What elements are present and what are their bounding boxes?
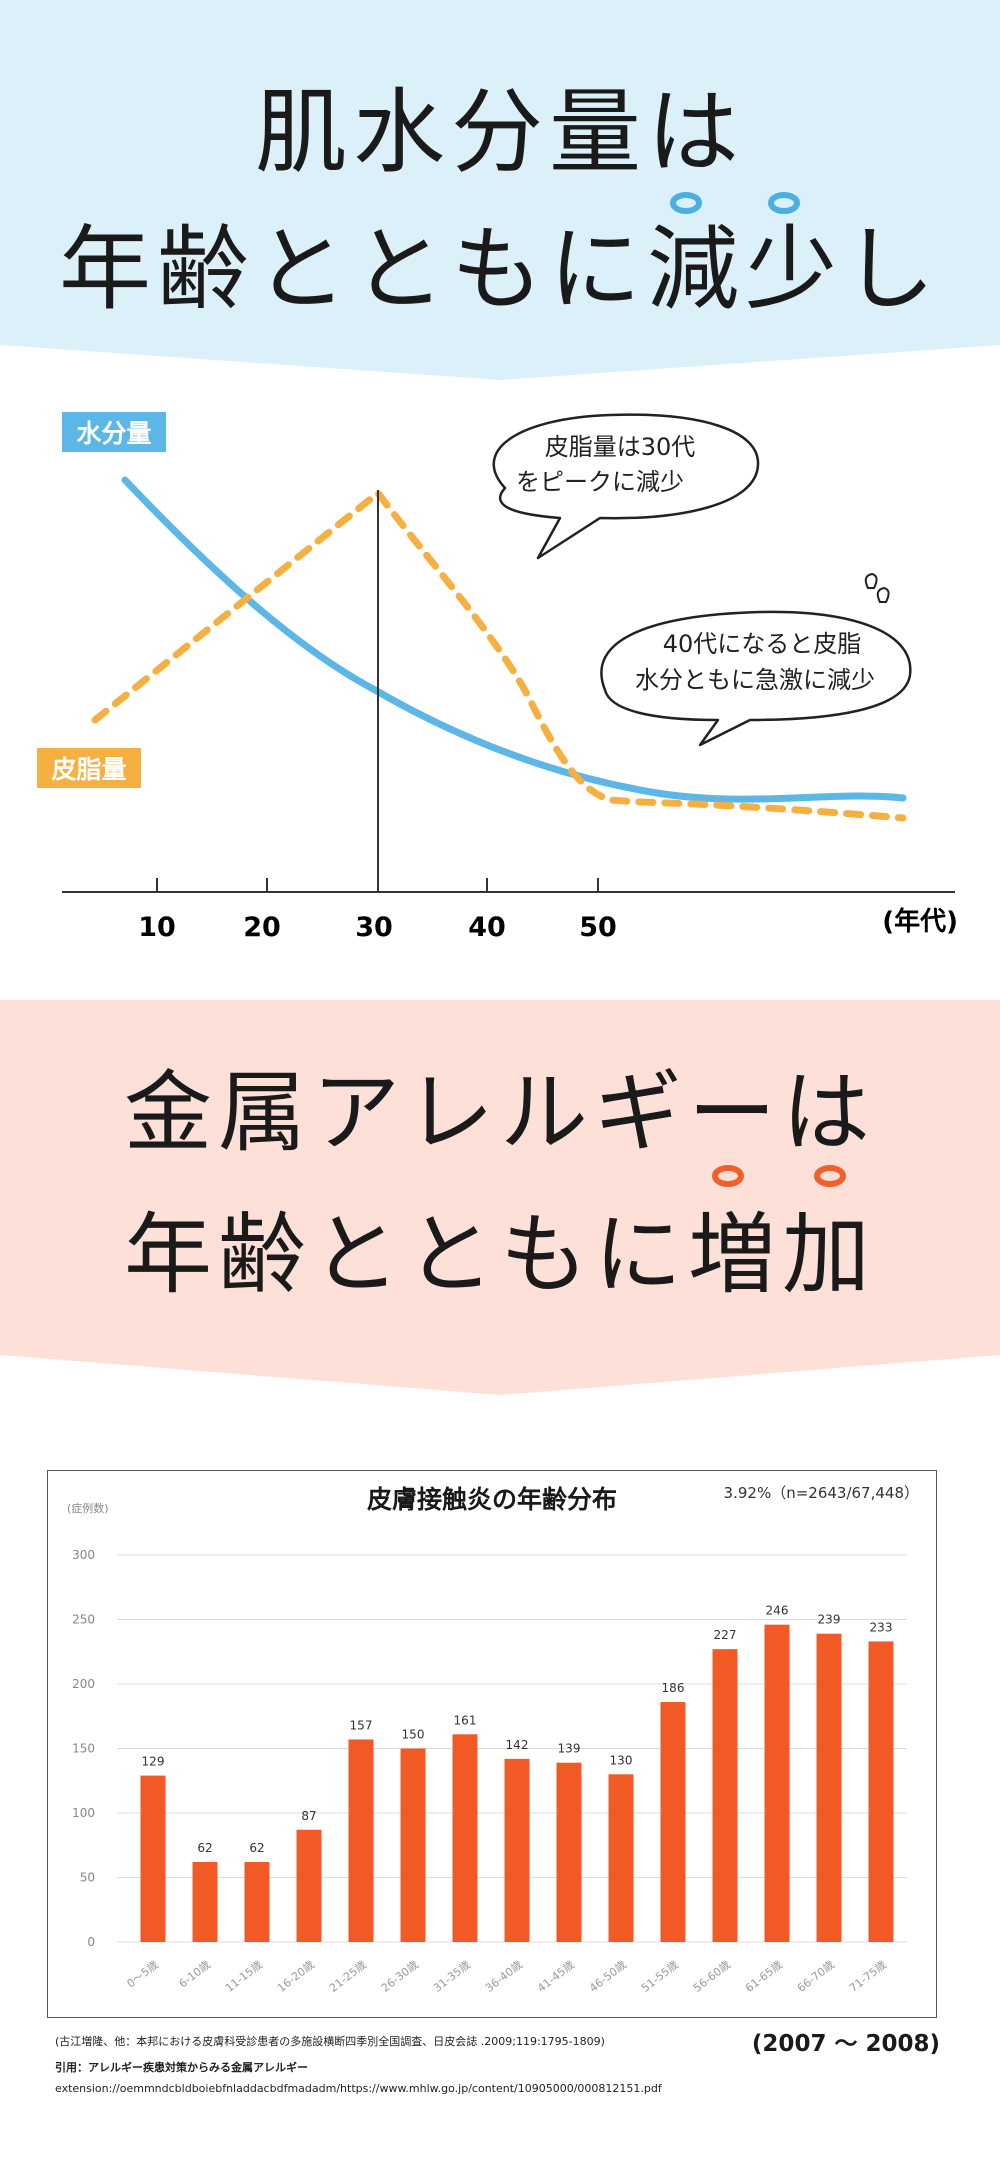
- bar: [764, 1624, 790, 1942]
- tick-label: 40: [468, 912, 506, 943]
- emphasis-dots-orange: [712, 1165, 846, 1187]
- bar: [816, 1633, 842, 1942]
- x-tick-label: 6-10歳: [176, 1958, 212, 1990]
- chart-title: 皮膚接触炎の年齢分布: [367, 1485, 617, 1514]
- bar-chart: 皮膚接触炎の年齢分布 3.92%（n=2643/67,448） (症例数) 0 5…: [67, 1484, 919, 1995]
- x-tick-label: 0～5歳: [124, 1958, 160, 1990]
- water-label-box: [62, 412, 166, 452]
- water-label: 水分量: [76, 419, 151, 448]
- bar: [296, 1829, 322, 1942]
- x-tick-label: 51-55歳: [639, 1958, 681, 1995]
- tick-label: 50: [579, 912, 617, 943]
- section2-header-bg: [0, 1000, 1000, 1395]
- bar: [452, 1734, 478, 1942]
- x-tick-label: 66-70歳: [795, 1958, 837, 1995]
- source-line-3[interactable]: extension://oemmndcbldboiebfnladdacbdfma…: [55, 2082, 662, 2095]
- x-tick-label: 16-20歳: [275, 1958, 317, 1995]
- data-label: 233: [870, 1620, 893, 1634]
- source-line-1: (古江増隆、他：本邦における皮膚科受診患者の多施設横断四季別全国調査、日皮会誌 …: [55, 2035, 605, 2048]
- tick-label: 20: [243, 912, 281, 943]
- bubble1-line2: をピークに減少: [516, 468, 684, 496]
- chart-note: 3.92%（n=2643/67,448）: [724, 1484, 919, 1502]
- x-tick-label: 41-45歳: [535, 1958, 577, 1995]
- bubble2-line2: 水分ともに急激に減少: [635, 666, 875, 694]
- data-label: 150: [402, 1728, 425, 1742]
- x-tick-label: 71-75歳: [847, 1958, 889, 1995]
- data-label: 142: [506, 1738, 529, 1752]
- y-tick-label: 50: [80, 1871, 95, 1885]
- y-tick-label: 100: [72, 1806, 95, 1820]
- data-label: 186: [662, 1681, 685, 1695]
- sweat-drops-icon: [864, 572, 890, 603]
- x-tick-label: 21-25歳: [327, 1958, 369, 1995]
- bubble1-line1: 皮脂量は30代: [545, 433, 696, 461]
- section1-headline-line1: 肌水分量は: [254, 79, 745, 186]
- y-tick-label: 200: [72, 1677, 95, 1691]
- x-tick-label: 11-15歳: [223, 1958, 265, 1995]
- bubble2-line1: 40代になると皮脂: [663, 630, 862, 658]
- section1-headline-line2: 年齢とともに減少し: [58, 216, 941, 323]
- bar: [608, 1774, 634, 1942]
- y-axis-label: (症例数): [67, 1501, 109, 1515]
- bar: [660, 1702, 686, 1942]
- bar: [348, 1739, 374, 1942]
- bar: [504, 1758, 530, 1942]
- data-label: 246: [766, 1604, 789, 1618]
- bar-chart-frame: [47, 1470, 937, 2018]
- bar: [400, 1748, 426, 1942]
- emphasis-dot: [670, 192, 702, 214]
- section2-headline-line2: 年齢とともに増加: [123, 1203, 876, 1306]
- axis-unit: (年代): [882, 906, 958, 937]
- emphasis-dot: [814, 1165, 846, 1187]
- x-tick-label: 46-50歳: [587, 1958, 629, 1995]
- emphasis-dot: [768, 192, 800, 214]
- data-label: 62: [197, 1841, 212, 1855]
- y-tick-label: 150: [72, 1742, 95, 1756]
- emphasis-dot: [712, 1165, 744, 1187]
- data-label: 227: [714, 1628, 737, 1642]
- data-label: 62: [249, 1841, 264, 1855]
- y-tick-label: 0: [87, 1935, 95, 1949]
- bar: [868, 1641, 894, 1942]
- section2-headline-line1: 金属アレルギーは: [123, 1061, 876, 1164]
- x-tick-label: 56-60歳: [691, 1958, 733, 1995]
- x-tick-label: 26-30歳: [379, 1958, 421, 1995]
- data-label: 87: [301, 1809, 316, 1823]
- data-label: 239: [818, 1613, 841, 1627]
- data-label: 139: [558, 1742, 581, 1756]
- period-label: (2007 ～ 2008): [751, 2031, 940, 2057]
- bar: [192, 1862, 218, 1942]
- data-label: 129: [142, 1755, 165, 1769]
- x-tick-label: 31-35歳: [431, 1958, 473, 1995]
- y-tick-label: 250: [72, 1613, 95, 1627]
- data-label: 157: [350, 1718, 373, 1732]
- data-label: 161: [454, 1713, 477, 1727]
- source-line-2: 引用：アレルギー疾患対策からみる金属アレルギー: [55, 2061, 308, 2074]
- sebum-curve: [91, 487, 907, 822]
- x-tick-label: 61-65歳: [743, 1958, 785, 1995]
- skin-trend-chart: 水分量 皮脂量 10 20 30 40 50 (年代) 皮脂量は30代 をピーク…: [37, 412, 958, 943]
- x-tick-label: 36-40歳: [483, 1958, 525, 1995]
- bar: [140, 1775, 166, 1942]
- bar: [244, 1862, 270, 1942]
- tick-label: 10: [138, 912, 176, 943]
- bar: [556, 1762, 582, 1942]
- tick-label: 30: [355, 912, 393, 943]
- sebum-label: 皮脂量: [51, 755, 126, 784]
- data-label: 130: [610, 1753, 633, 1767]
- speech-bubble-1: [492, 413, 760, 560]
- speech-bubble-2: [600, 610, 912, 747]
- y-tick-label: 300: [72, 1548, 95, 1562]
- section1-header-bg: [0, 0, 1000, 380]
- emphasis-dots-blue: [670, 192, 800, 214]
- sebum-label-box: [37, 748, 141, 788]
- bar: [712, 1649, 738, 1942]
